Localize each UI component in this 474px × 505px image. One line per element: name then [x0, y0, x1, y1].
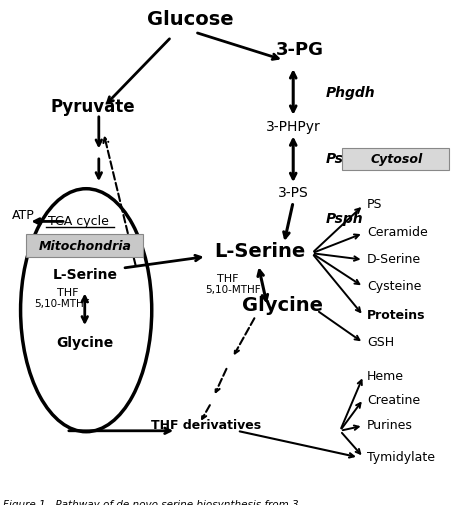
Text: Cysteine: Cysteine — [367, 280, 421, 293]
Text: Psph: Psph — [326, 211, 364, 225]
Text: 3-PHPyr: 3-PHPyr — [266, 119, 320, 133]
Text: D-Serine: D-Serine — [367, 253, 421, 266]
Text: Mitochondria: Mitochondria — [38, 240, 131, 252]
Text: Cytosol: Cytosol — [370, 153, 422, 166]
FancyBboxPatch shape — [26, 235, 143, 258]
Text: 3-PG: 3-PG — [276, 41, 324, 59]
Text: Psat: Psat — [326, 152, 360, 166]
Text: Glucose: Glucose — [147, 10, 234, 29]
Text: L-Serine: L-Serine — [214, 241, 305, 261]
Text: ATP: ATP — [12, 209, 35, 222]
Text: TCA cycle: TCA cycle — [48, 215, 109, 228]
Text: Proteins: Proteins — [367, 309, 426, 322]
Text: PS: PS — [367, 198, 383, 211]
Text: Figure 1   Pathway of de novo serine biosynthesis from 3...: Figure 1 Pathway of de novo serine biosy… — [3, 499, 308, 505]
Text: 5,10-MTHF: 5,10-MTHF — [35, 298, 90, 309]
Text: Ceramide: Ceramide — [367, 226, 428, 239]
Text: Heme: Heme — [367, 370, 404, 382]
Text: Tymidylate: Tymidylate — [367, 449, 435, 463]
Text: L-Serine: L-Serine — [52, 267, 117, 281]
FancyBboxPatch shape — [342, 148, 449, 171]
Text: Phgdh: Phgdh — [326, 85, 375, 99]
Text: 5,10-MTHF: 5,10-MTHF — [205, 285, 261, 294]
Text: Purines: Purines — [367, 418, 413, 431]
Text: THF derivatives: THF derivatives — [152, 418, 262, 431]
Text: Glycine: Glycine — [56, 335, 113, 349]
Text: THF: THF — [217, 273, 239, 283]
Text: Pyruvate: Pyruvate — [50, 97, 135, 115]
Text: THF: THF — [57, 288, 78, 298]
Text: GSH: GSH — [367, 336, 394, 349]
Text: Creatine: Creatine — [367, 393, 420, 406]
Text: 3-PS: 3-PS — [278, 186, 309, 200]
Text: Glycine: Glycine — [242, 295, 323, 315]
